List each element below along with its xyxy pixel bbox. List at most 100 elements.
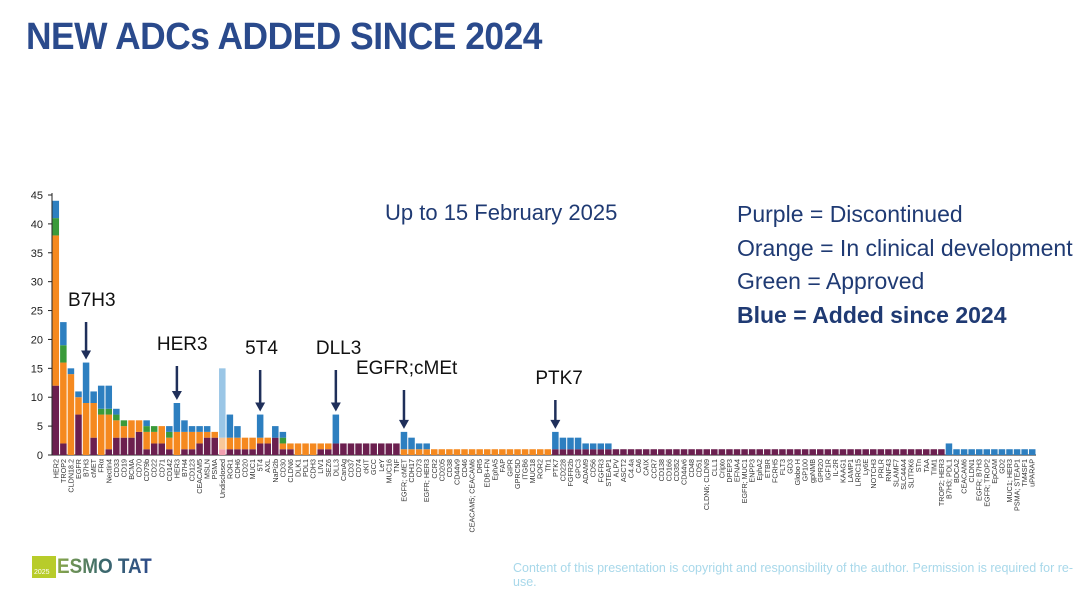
x-tick-label: EGFR; cMET [399, 458, 408, 501]
bar-segment-discontinued [650, 449, 658, 455]
x-tick-label: CLDN18.2 [66, 459, 75, 493]
x-tick-label: CLDN6; CLDN9 [702, 459, 711, 510]
bar-segment-discontinued [620, 449, 627, 455]
x-tick-label: STn [914, 459, 923, 472]
bar-segment-added-since-2024 [400, 431, 408, 450]
bar-segment-discontinued [741, 449, 748, 455]
bar-segment-discontinued [839, 449, 847, 455]
bar-segment-in-clinical-development [234, 437, 241, 450]
bar-segment-discontinued [635, 449, 642, 455]
bar-segment-added-since-2024 [188, 426, 196, 432]
bar-segment-discontinued [241, 449, 249, 455]
x-tick-label: PSMA; STEAP1 [1013, 459, 1022, 511]
bar-segment-in-clinical-development [181, 431, 188, 450]
bar-segment-added-since-2024 [582, 443, 589, 450]
x-tick-label: MUC1; HER3 [1005, 459, 1014, 503]
bar-segment-in-clinical-development [483, 449, 491, 455]
x-tick-label: GIPR [505, 459, 514, 477]
bar-segment-discontinued [211, 437, 218, 455]
x-tick-label: B7H3 [82, 459, 91, 477]
bar-segment-discontinued [612, 449, 620, 455]
x-tick-label: LeY [377, 459, 386, 472]
bar-segment-approved [113, 414, 120, 421]
x-tick-label: SLITRK6 [907, 459, 916, 488]
annotation-arrow-head [550, 419, 561, 429]
bar-segment-added-since-2024 [975, 449, 983, 455]
bar-segment-added-since-2024 [166, 426, 173, 432]
x-tick-label: ETBR [763, 459, 772, 478]
bar-segment-in-clinical-development [128, 420, 135, 438]
bar-segment-discontinued [938, 449, 945, 455]
x-tick-label: CD38 [445, 459, 454, 477]
bar-segment-discontinued [642, 449, 650, 455]
bar-segment-in-clinical-development [521, 449, 529, 455]
x-tick-label: EGFR; MUC1 [740, 459, 749, 503]
x-tick-label: CD166 [664, 459, 673, 481]
x-tick-label: CD56 [589, 459, 598, 477]
x-tick-label: Globo H [793, 459, 802, 485]
x-tick-label: BDCA2 [952, 459, 961, 483]
y-tick-label: 45 [31, 190, 43, 202]
x-tick-label: uPARAP [1028, 459, 1037, 487]
x-tick-label: GP100 [801, 459, 810, 481]
bar-segment-approved [279, 437, 287, 444]
legend-added: Blue = Added since 2024 [737, 301, 1007, 328]
bar-segment-discontinued [688, 449, 695, 455]
bar-segment-in-clinical-development [241, 437, 249, 450]
bar-segment-discontinued [188, 449, 196, 455]
bar-segment-in-clinical-development [476, 449, 483, 455]
x-tick-label: TROP2 [59, 459, 68, 483]
x-tick-label: EGFR; HER3 [422, 459, 431, 502]
bar-segment-in-clinical-development [211, 431, 218, 438]
bar-segment-added-since-2024 [90, 391, 97, 403]
bar-segment-in-clinical-development [287, 443, 294, 450]
x-tick-label: CD123 [188, 459, 197, 481]
x-tick-label: CA6 [634, 459, 643, 473]
bar-segment-discontinued [703, 449, 710, 455]
bar-segment-discontinued [756, 449, 763, 455]
legend-discontinued: Purple = Discontinued [737, 201, 963, 227]
bar-segment-in-clinical-development [423, 449, 430, 455]
bar-segment-discontinued [801, 449, 809, 455]
bar-segment-discontinued [870, 449, 877, 455]
bar-segment-discontinued [226, 449, 234, 455]
bar-segment-in-clinical-development [446, 449, 453, 455]
bar-segment-discontinued [325, 449, 332, 455]
x-tick-label: ROR2 [536, 459, 545, 479]
bar-segment-discontinued [393, 443, 400, 455]
x-tick-label: IGF1R [823, 459, 832, 480]
x-tick-label: LIV1 [316, 459, 325, 474]
x-tick-label: GPC3 [574, 459, 583, 479]
bar-segment-discontinued [665, 449, 673, 455]
bar-segment-in-clinical-development [544, 449, 552, 455]
bar-segment-added-since-2024 [968, 449, 975, 455]
bar-segment-discontinued [922, 449, 930, 455]
bar-segment-discontinued [574, 449, 582, 455]
x-tick-label: CCR7 [649, 459, 658, 479]
bar-segment-in-clinical-development [82, 403, 90, 455]
annotation-label: PTK7 [535, 368, 583, 389]
x-tick-label: EpCAM [990, 459, 999, 484]
bar-segment-discontinued [817, 449, 824, 455]
bar-segment-discontinued [862, 449, 869, 455]
bar-segment-in-clinical-development [491, 449, 499, 455]
x-tick-label: RNF43 [884, 459, 893, 482]
annotation-label: HER3 [156, 334, 208, 355]
x-tick-label: CDH17 [407, 459, 416, 483]
x-tick-label: STEAP1 [604, 459, 613, 487]
bar-segment-approved [97, 408, 105, 415]
bar-segment-in-clinical-development [408, 449, 415, 455]
bar-segment-in-clinical-development [120, 426, 128, 438]
bar-segment-in-clinical-development [430, 449, 438, 455]
y-tick-label: 15 [31, 363, 43, 375]
bar-segment-added-since-2024 [574, 437, 582, 450]
annotation-label: DLL3 [315, 338, 362, 359]
bars [52, 200, 1036, 455]
bar-segment-approved [166, 431, 173, 438]
bar-segment-discontinued [287, 449, 294, 455]
bar-segment-added-since-2024 [991, 449, 998, 455]
annotation-label: B7H3 [68, 290, 116, 311]
bar-segment-discontinued [52, 385, 60, 455]
bar-segment-in-clinical-development [438, 449, 446, 455]
bar-segment-discontinued [347, 443, 355, 455]
